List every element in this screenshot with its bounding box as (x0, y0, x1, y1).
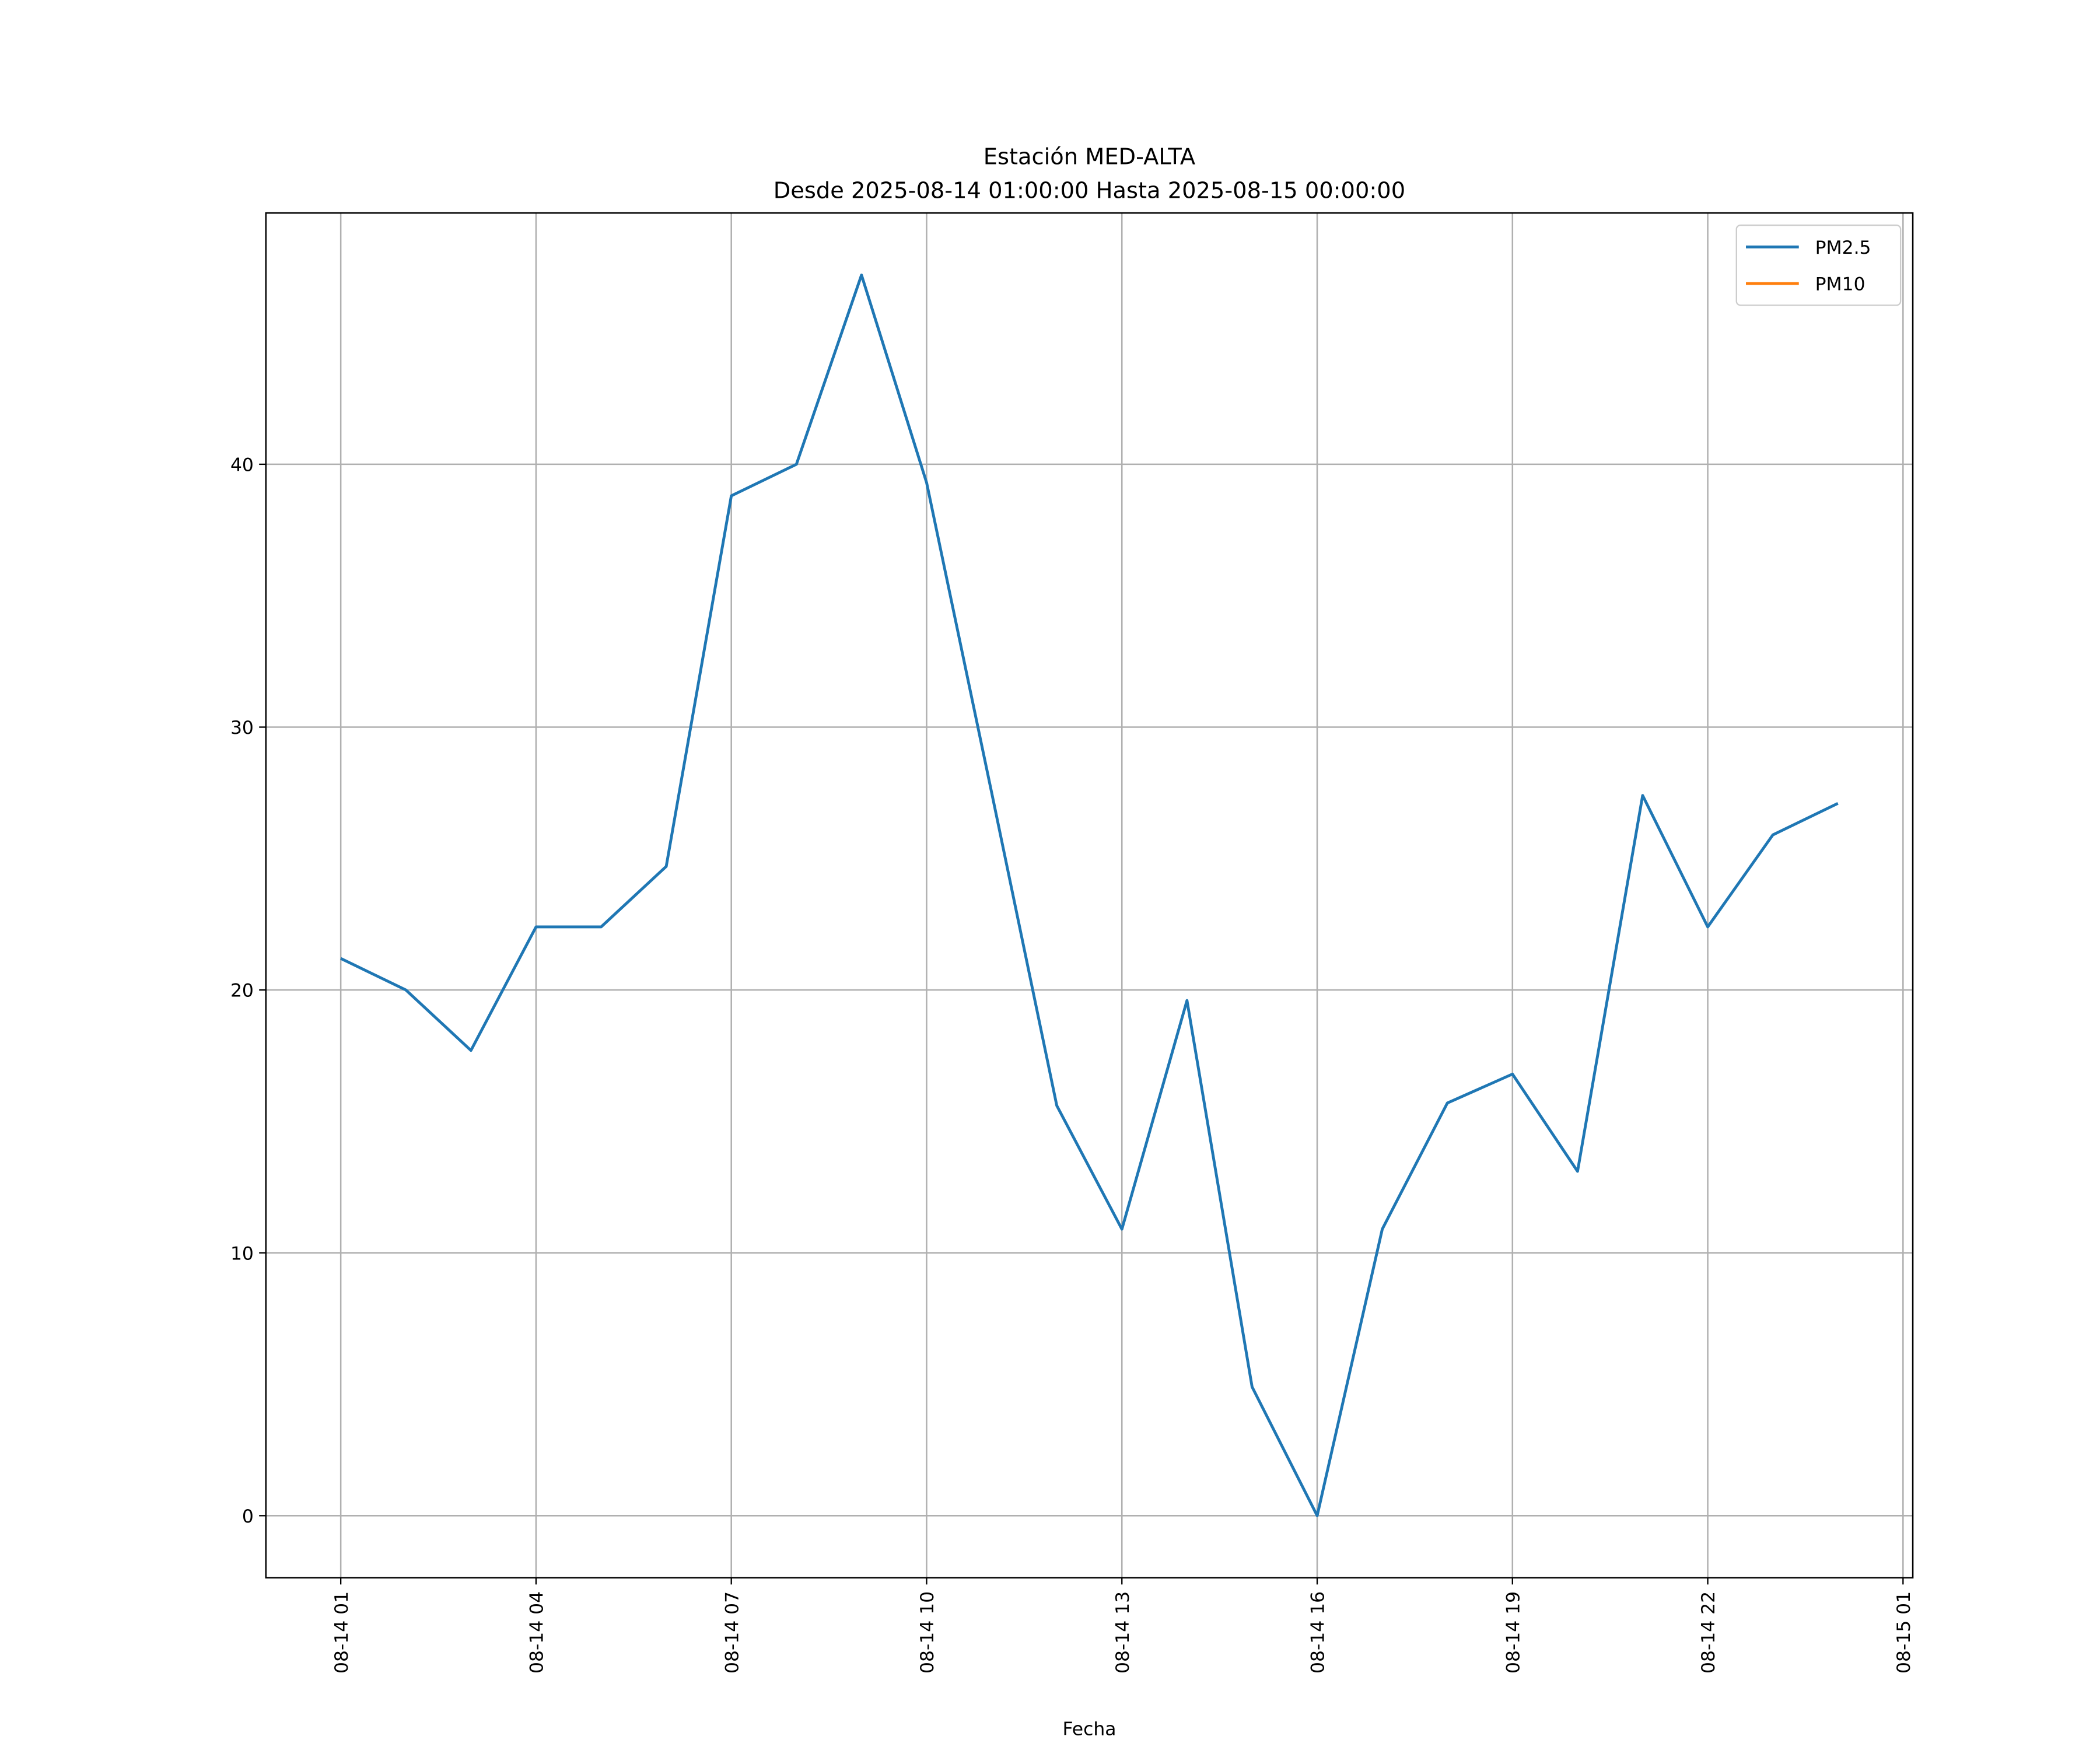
x-tick-label: 08-14 07 (722, 1591, 743, 1674)
y-tick-label: 0 (242, 1506, 254, 1527)
x-tick-label: 08-15 01 (1894, 1591, 1915, 1674)
legend-label: PM10 (1815, 274, 1866, 295)
y-tick-label: 30 (230, 718, 254, 738)
legend-box (1735, 224, 1902, 306)
x-tick-label: 08-14 04 (527, 1591, 548, 1674)
legend-label: PM2.5 (1815, 237, 1871, 258)
x-tick-label: 08-14 10 (917, 1591, 938, 1674)
x-tick-label: 08-14 01 (331, 1591, 352, 1674)
x-tick-label: 08-14 22 (1698, 1591, 1719, 1674)
y-tick-label: 20 (230, 981, 254, 1002)
x-axis-label: Fecha (1062, 1718, 1116, 1740)
data-line (340, 274, 1839, 1517)
chart-subtitle: Desde 2025-08-14 01:00:00 Hasta 2025-08-… (774, 178, 1405, 204)
y-tick-label: 10 (230, 1243, 254, 1264)
y-tick-label: 40 (230, 455, 254, 476)
x-tick-label: 08-14 13 (1112, 1591, 1133, 1674)
chart-title: Estación MED-ALTA (984, 144, 1195, 170)
plot-frame (265, 212, 1914, 1578)
x-tick-label: 08-14 16 (1308, 1591, 1329, 1674)
x-tick-label: 08-14 19 (1503, 1591, 1524, 1674)
